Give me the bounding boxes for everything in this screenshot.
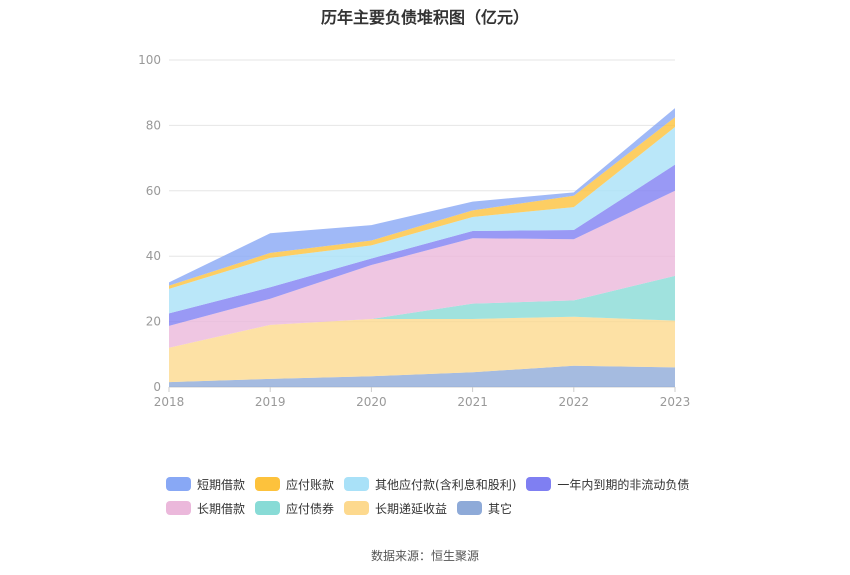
legend-label: 其它 xyxy=(488,501,513,516)
legend-item[interactable]: 长期借款 xyxy=(166,500,245,517)
x-tick-label: 2021 xyxy=(457,395,488,409)
legend-swatch xyxy=(255,501,281,515)
legend-label: 一年内到期的非流动负债 xyxy=(557,477,690,492)
area-series-长期递延收益[interactable] xyxy=(169,316,675,383)
legend-swatch xyxy=(344,477,370,491)
x-tick-label: 2022 xyxy=(559,395,590,409)
y-tick-label: 0 xyxy=(153,380,161,394)
area-series-长期借款[interactable] xyxy=(169,190,675,348)
area-series xyxy=(169,108,675,387)
legend-item[interactable]: 一年内到期的非流动负债 xyxy=(526,476,689,493)
legend-swatch xyxy=(166,477,191,491)
chart-title: 历年主要负债堆积图（亿元） xyxy=(320,8,529,27)
legend-label: 应付债券 xyxy=(286,501,335,516)
legend-label: 短期借款 xyxy=(197,477,246,492)
legend-swatch xyxy=(526,477,552,491)
area-series-一年内到期的非流动负债[interactable] xyxy=(169,164,675,326)
y-tick-label: 40 xyxy=(146,249,161,263)
legend-label: 长期递延收益 xyxy=(375,501,448,516)
legend-item[interactable]: 短期借款 xyxy=(166,476,245,493)
x-tick-label: 2023 xyxy=(660,395,691,409)
x-tick-label: 2018 xyxy=(154,395,185,409)
area-series-应付账款[interactable] xyxy=(169,117,675,289)
legend-swatch xyxy=(255,477,281,491)
y-tick-label: 100 xyxy=(138,53,161,67)
legend-item[interactable]: 其它 xyxy=(457,500,512,517)
legend-item[interactable]: 长期递延收益 xyxy=(344,500,447,517)
area-series-应付债券[interactable] xyxy=(169,275,675,348)
legend-row: 短期借款 应付账款 其他应付款(含利息和股利) 一年内到期的非流动负债 xyxy=(166,472,726,496)
legend-label: 其他应付款(含利息和股利) xyxy=(375,477,517,492)
legend: 短期借款 应付账款 其他应付款(含利息和股利) 一年内到期的非流动负债 长期借款 应付债… xyxy=(166,472,726,520)
legend-swatch xyxy=(344,501,370,515)
area-series-其他应付款(含利息和股利)[interactable] xyxy=(169,127,675,314)
legend-label: 长期借款 xyxy=(197,501,246,516)
legend-item[interactable]: 其他应付款(含利息和股利) xyxy=(344,476,516,493)
area-series-短期借款[interactable] xyxy=(169,108,675,286)
area-series-其它[interactable] xyxy=(169,365,675,387)
legend-row: 长期借款 应付债券 长期递延收益 其它 xyxy=(166,496,726,520)
x-tick-label: 2019 xyxy=(255,395,286,409)
legend-item[interactable]: 应付账款 xyxy=(255,476,334,493)
y-tick-label: 80 xyxy=(146,118,161,132)
legend-item[interactable]: 应付债券 xyxy=(255,500,334,517)
legend-swatch xyxy=(166,501,191,515)
source-note: 数据来源：恒生聚源 xyxy=(370,549,479,563)
legend-swatch xyxy=(457,501,483,515)
x-tick-label: 2020 xyxy=(356,395,387,409)
y-tick-label: 20 xyxy=(146,315,161,329)
axes: 0 20 40 60 80 100 2018 2019 2020 2021 2022 2023 xyxy=(138,53,690,409)
legend-label: 应付账款 xyxy=(286,477,335,492)
y-tick-label: 60 xyxy=(146,184,161,198)
